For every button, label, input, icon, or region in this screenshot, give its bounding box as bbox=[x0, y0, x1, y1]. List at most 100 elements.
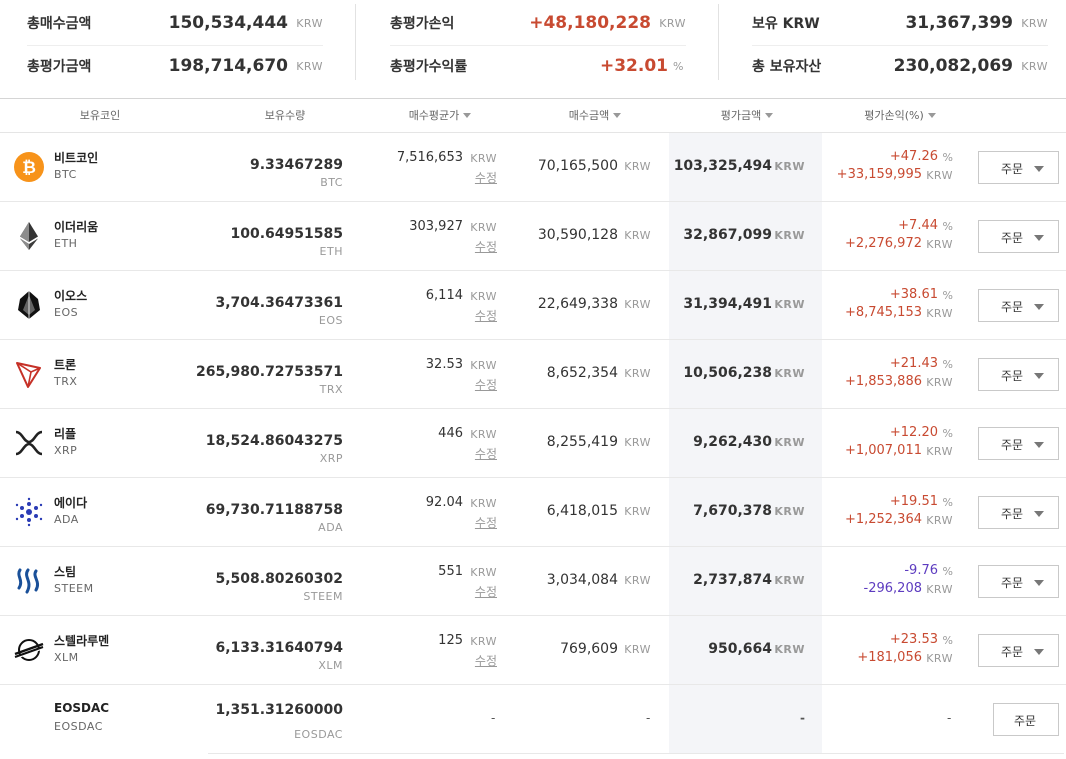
buy-amount-unit: KRW bbox=[624, 298, 651, 311]
edit-avg-price-link[interactable]: 수정 bbox=[474, 171, 497, 185]
row-divider bbox=[0, 684, 1066, 685]
buy-amount: 6,418,015 bbox=[546, 503, 618, 519]
coin-name[interactable]: 트론 bbox=[54, 358, 77, 372]
pl-amount: +8,745,153 bbox=[844, 305, 922, 320]
summary-value: +32.01 bbox=[599, 56, 668, 76]
coin-name[interactable]: 리플 bbox=[54, 427, 77, 441]
avg-buy-price: 551 bbox=[438, 564, 463, 579]
buy-amount-unit: KRW bbox=[624, 643, 651, 656]
row-divider bbox=[0, 408, 1066, 409]
pl-percent: +23.53 bbox=[889, 632, 938, 647]
avg-price-unit: KRW bbox=[470, 566, 497, 579]
summary-unit: KRW bbox=[1021, 16, 1048, 30]
cardano-icon bbox=[14, 497, 44, 527]
divider bbox=[27, 45, 323, 46]
holdings-table-header: 보유코인 보유수량 매수평균가 매수금액 평가금액 평가손익(%) bbox=[0, 98, 1066, 133]
order-button[interactable]: 주문 bbox=[993, 703, 1059, 736]
edit-avg-price-link[interactable]: 수정 bbox=[474, 516, 497, 530]
buy-amount-empty: - bbox=[646, 711, 651, 725]
coin-symbol: ETH bbox=[54, 237, 78, 250]
coin-name[interactable]: 비트코인 bbox=[54, 151, 99, 165]
avg-buy-price: 6,114 bbox=[425, 288, 463, 303]
chevron-down-icon[interactable] bbox=[1034, 166, 1044, 172]
order-button[interactable]: 주문 bbox=[978, 151, 1059, 184]
order-button[interactable]: 주문 bbox=[978, 565, 1059, 598]
order-button[interactable]: 주문 bbox=[978, 358, 1059, 391]
summary-label: 총평가수익률 bbox=[390, 59, 468, 75]
coin-name[interactable]: EOSDAC bbox=[54, 701, 110, 715]
summary-total-pl: 총평가손익 +48,180,228 KRW bbox=[390, 2, 686, 44]
coin-name[interactable]: 스팀 bbox=[54, 565, 77, 579]
column-header-eval[interactable]: 평가금액 bbox=[697, 99, 797, 132]
order-button[interactable]: 주문 bbox=[978, 289, 1059, 322]
divider bbox=[390, 45, 686, 46]
order-button[interactable]: 주문 bbox=[978, 427, 1059, 460]
eval-amount: 103,325,494 bbox=[673, 158, 772, 174]
order-button[interactable]: 주문 bbox=[978, 220, 1059, 253]
table-row: 스텔라루멘 XLM 6,133.31640794 XLM 125 KRW 수정 769,609… bbox=[0, 616, 1066, 685]
coin-name[interactable]: 스텔라루멘 bbox=[54, 634, 110, 648]
chevron-down-icon[interactable] bbox=[1034, 304, 1044, 310]
avg-price-unit: KRW bbox=[470, 359, 497, 372]
eval-amount: 950,664 bbox=[708, 641, 772, 657]
avg-buy-price: 92.04 bbox=[425, 495, 463, 510]
avg-buy-price: 446 bbox=[438, 426, 463, 441]
eos-icon bbox=[14, 290, 44, 320]
ethereum-icon bbox=[14, 221, 44, 251]
column-header-avg[interactable]: 매수평균가 bbox=[385, 99, 495, 132]
edit-avg-price-link[interactable]: 수정 bbox=[474, 447, 497, 461]
edit-avg-price-link[interactable]: 수정 bbox=[474, 240, 497, 254]
holding-quantity: 9.33467289 bbox=[250, 157, 343, 173]
pl-percent-unit: % bbox=[942, 151, 953, 164]
eval-amount: 2,737,874 bbox=[693, 572, 772, 588]
pl-amount: +1,007,011 bbox=[844, 443, 922, 458]
chevron-down-icon[interactable] bbox=[1034, 580, 1044, 586]
summary-label: 총평가손익 bbox=[390, 16, 455, 32]
pl-amount-unit: KRW bbox=[926, 652, 953, 665]
chevron-down-icon[interactable] bbox=[1034, 373, 1044, 379]
pl-percent: +7.44 bbox=[898, 218, 938, 233]
column-header-pl[interactable]: 평가손익(%) bbox=[840, 99, 960, 132]
holding-unit: ADA bbox=[318, 521, 343, 534]
buy-amount-unit: KRW bbox=[624, 229, 651, 242]
holding-quantity: 6,133.31640794 bbox=[215, 640, 343, 656]
pl-amount: -296,208 bbox=[863, 581, 922, 596]
pl-amount-unit: KRW bbox=[926, 169, 953, 182]
holding-unit: XLM bbox=[318, 659, 343, 672]
avg-buy-price: 7,516,653 bbox=[396, 150, 463, 165]
pl-amount-unit: KRW bbox=[926, 307, 953, 320]
avg-price-unit: KRW bbox=[470, 635, 497, 648]
buy-amount: 8,652,354 bbox=[546, 365, 618, 381]
edit-avg-price-link[interactable]: 수정 bbox=[474, 585, 497, 599]
coin-name[interactable]: 이오스 bbox=[54, 289, 88, 303]
coin-name[interactable]: 이더리움 bbox=[54, 220, 99, 234]
summary-label: 총 보유자산 bbox=[752, 59, 822, 75]
sort-caret-icon bbox=[765, 113, 774, 118]
edit-avg-price-link[interactable]: 수정 bbox=[474, 309, 497, 323]
summary-unit: KRW bbox=[296, 59, 323, 73]
pl-amount-unit: KRW bbox=[926, 376, 953, 389]
holding-quantity: 1,351.31260000 bbox=[215, 702, 343, 718]
edit-avg-price-link[interactable]: 수정 bbox=[474, 378, 497, 392]
edit-avg-price-link[interactable]: 수정 bbox=[474, 654, 497, 668]
order-button[interactable]: 주문 bbox=[978, 496, 1059, 529]
coin-name[interactable]: 에이다 bbox=[54, 496, 88, 510]
buy-amount: 70,165,500 bbox=[537, 158, 618, 174]
chevron-down-icon[interactable] bbox=[1034, 442, 1044, 448]
holding-quantity: 5,508.80260302 bbox=[215, 571, 343, 587]
column-header-qty: 보유수량 bbox=[264, 109, 306, 122]
chevron-down-icon[interactable] bbox=[1034, 235, 1044, 241]
pl-amount-unit: KRW bbox=[926, 445, 953, 458]
holding-quantity: 265,980.72753571 bbox=[195, 364, 343, 380]
eval-amount-unit: KRW bbox=[774, 367, 805, 380]
column-header-buy[interactable]: 매수금액 bbox=[545, 99, 645, 132]
pl-amount-unit: KRW bbox=[926, 238, 953, 251]
steem-icon bbox=[14, 566, 44, 596]
bitcoin-icon: ₿ bbox=[14, 152, 44, 182]
pl-percent: +19.51 bbox=[889, 494, 938, 509]
pl-amount: +2,276,972 bbox=[844, 236, 922, 251]
chevron-down-icon[interactable] bbox=[1034, 511, 1044, 517]
order-button[interactable]: 주문 bbox=[978, 634, 1059, 667]
pl-percent: -9.76 bbox=[904, 563, 938, 578]
chevron-down-icon[interactable] bbox=[1034, 649, 1044, 655]
